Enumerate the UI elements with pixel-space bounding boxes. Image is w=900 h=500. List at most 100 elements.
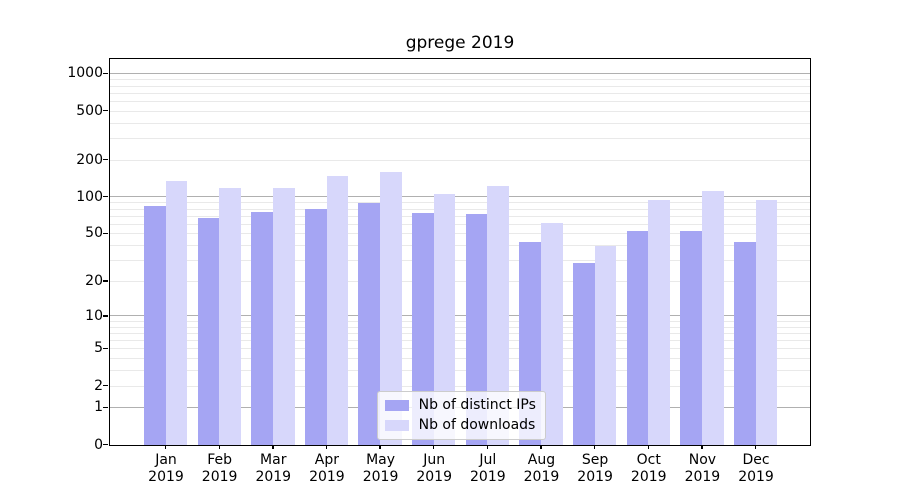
x-tick-mark	[540, 444, 542, 450]
y-tick-mark	[103, 110, 109, 112]
minor-gridline	[109, 202, 811, 204]
legend: Nb of distinct IPs Nb of downloads	[376, 390, 546, 440]
y-tick-label: 5	[94, 340, 103, 357]
x-tick-label: Nov 2019	[672, 452, 732, 486]
x-tick-month: Sep	[581, 452, 609, 468]
x-tick-mark	[218, 444, 220, 450]
x-tick-year: 2019	[738, 469, 774, 485]
y-tick-mark	[103, 159, 109, 161]
minor-gridline	[109, 340, 811, 342]
y-tick-label: 1000	[67, 65, 103, 82]
x-tick-mark	[164, 444, 167, 450]
minor-gridline	[109, 326, 811, 328]
x-tick-year: 2019	[255, 469, 292, 485]
minor-gridline	[109, 348, 811, 350]
bar-downloads-jun	[433, 193, 456, 446]
x-tick-label: Aug 2019	[511, 452, 571, 486]
x-tick-year: 2019	[523, 469, 560, 485]
minor-gridline	[109, 385, 811, 387]
y-tick-label: 2	[94, 377, 103, 394]
bar-downloads-sep	[594, 245, 617, 446]
x-tick-month: Mar	[260, 452, 287, 468]
x-tick-year: 2019	[201, 469, 238, 485]
minor-gridline	[109, 320, 811, 322]
minor-gridline	[109, 233, 811, 235]
minor-gridline	[109, 245, 811, 247]
x-tick-mark	[379, 444, 381, 450]
bar-downloads-oct	[648, 200, 671, 446]
x-tick-mark	[754, 444, 757, 450]
bar-downloads-feb	[219, 188, 241, 446]
y-tick-label: 10	[85, 307, 103, 324]
bar-distinct-ips-oct	[626, 231, 649, 446]
x-tick-month: Oct	[636, 452, 661, 468]
x-tick-year: 2019	[684, 469, 721, 485]
bar-distinct-ips-jul	[465, 213, 488, 446]
major-gridline	[109, 315, 811, 317]
minor-gridline	[109, 92, 811, 94]
y-tick-mark	[103, 406, 109, 409]
x-tick-month: Feb	[207, 452, 233, 468]
y-tick-label: 20	[85, 273, 103, 289]
x-tick-year: 2019	[630, 469, 667, 485]
legend-swatch-downloads	[384, 419, 409, 431]
bar-distinct-ips-sep	[573, 262, 595, 446]
bar-downloads-mar	[272, 187, 295, 446]
chart-title: gprege 2019	[405, 33, 515, 53]
bar-distinct-ips-dec	[733, 242, 756, 446]
x-tick-label: Dec 2019	[726, 452, 786, 486]
bar-downloads-dec	[755, 200, 778, 446]
y-tick-mark	[103, 232, 109, 235]
y-tick-mark	[103, 315, 109, 317]
minor-gridline	[109, 138, 811, 140]
x-tick-year: 2019	[470, 469, 506, 485]
y-tick-label: 500	[76, 102, 103, 119]
x-tick-month: Jan	[155, 452, 177, 468]
bar-downloads-may	[380, 171, 402, 446]
x-tick-mark	[486, 444, 489, 450]
y-tick-mark	[103, 196, 109, 198]
y-tick-label: 100	[76, 188, 103, 205]
minor-gridline	[109, 110, 811, 112]
y-tick-mark	[103, 347, 109, 350]
x-tick-label: Oct 2019	[619, 452, 679, 486]
x-tick-year: 2019	[577, 469, 613, 485]
legend-label-distinct-ips: Nb of distinct IPs	[418, 396, 536, 413]
x-tick-label: Sep 2019	[565, 452, 625, 486]
minor-gridline	[109, 79, 811, 81]
legend-entry-distinct-ips: Nb of distinct IPs	[384, 396, 536, 414]
x-tick-mark	[325, 444, 328, 450]
x-tick-mark	[433, 444, 435, 450]
minor-gridline	[109, 332, 811, 334]
bar-distinct-ips-feb	[197, 218, 220, 446]
x-tick-mark	[594, 444, 596, 450]
bar-distinct-ips-nov	[680, 231, 702, 446]
x-tick-label: Feb 2019	[190, 452, 250, 486]
bar-distinct-ips-apr	[304, 208, 327, 446]
major-gridline	[109, 196, 811, 198]
minor-gridline	[109, 215, 811, 217]
bars-layer	[103, 59, 811, 450]
legend-entry-downloads: Nb of downloads	[384, 417, 536, 434]
x-tick-month: Jul	[479, 452, 497, 468]
x-tick-month: Apr	[314, 452, 340, 468]
x-tick-month: May	[366, 452, 396, 468]
bar-distinct-ips-jun	[412, 212, 434, 446]
x-tick-year: 2019	[309, 469, 345, 485]
x-tick-year: 2019	[148, 469, 184, 485]
x-tick-label: Apr 2019	[297, 452, 357, 486]
bar-downloads-nov	[701, 190, 724, 446]
x-tick-mark	[272, 444, 274, 450]
minor-gridline	[109, 358, 811, 360]
y-tick-label: 50	[85, 225, 103, 242]
minor-gridline	[109, 260, 811, 262]
y-tick-label: 1	[94, 399, 103, 416]
bar-distinct-ips-jan	[143, 206, 166, 446]
bar-downloads-apr	[326, 176, 349, 446]
minor-gridline	[109, 122, 811, 124]
minor-gridline	[109, 100, 811, 102]
minor-gridline	[109, 370, 811, 372]
x-tick-label: Jun 2019	[404, 452, 464, 486]
x-tick-label: May 2019	[351, 452, 411, 486]
